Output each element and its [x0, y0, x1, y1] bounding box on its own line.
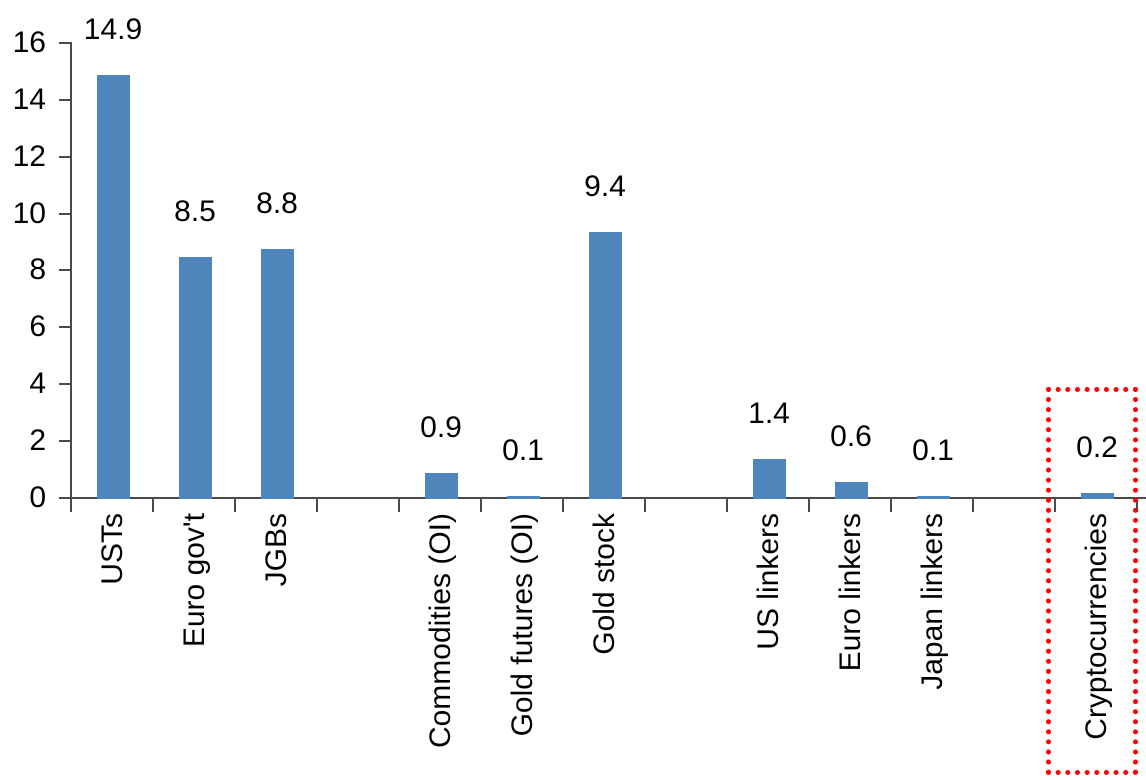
category-label-gold-futures-oi: Gold futures (OI): [506, 513, 539, 737]
category-label-euro-linkers: Euro linkers: [834, 513, 867, 672]
x-tick: [398, 499, 400, 512]
y-tick: [59, 213, 72, 215]
x-tick: [890, 499, 892, 512]
y-axis-line: [70, 42, 72, 512]
x-tick: [644, 499, 646, 512]
bar-gold-futures-oi: [507, 496, 540, 499]
value-label-cryptocurrencies: 0.2: [1076, 431, 1118, 464]
bar-cryptocurrencies: [1081, 493, 1114, 499]
bar-commodities-oi: [425, 473, 458, 499]
y-tick-label: 6: [29, 310, 46, 343]
y-tick-label: 16: [12, 26, 46, 59]
y-tick: [59, 99, 72, 101]
y-tick: [59, 440, 72, 442]
bar-jgbs: [261, 249, 294, 499]
x-tick: [480, 499, 482, 512]
y-tick-label: 4: [29, 367, 46, 400]
category-label-commodities-oi: Commodities (OI): [424, 513, 457, 749]
category-label-jgbs: JGBs: [260, 513, 293, 587]
y-tick-label: 8: [29, 253, 46, 286]
y-tick: [59, 269, 72, 271]
bar-usts: [97, 75, 130, 499]
category-label-japan-linkers: Japan linkers: [916, 513, 949, 690]
x-tick: [1054, 499, 1056, 512]
y-tick-label: 10: [12, 197, 46, 230]
y-tick-label: 0: [29, 481, 46, 514]
y-tick: [59, 156, 72, 158]
value-label-commodities-oi: 0.9: [420, 411, 462, 444]
category-label-euro-gov-t: Euro gov't: [178, 513, 211, 648]
value-label-gold-futures-oi: 0.1: [502, 434, 544, 467]
bar-japan-linkers: [917, 496, 950, 499]
x-tick: [972, 499, 974, 512]
value-label-jgbs: 8.8: [256, 187, 298, 220]
bar-euro-linkers: [835, 482, 868, 499]
value-label-gold-stock: 9.4: [584, 170, 626, 203]
x-tick: [808, 499, 810, 512]
x-tick: [316, 499, 318, 512]
y-tick-label: 14: [12, 83, 46, 116]
value-label-japan-linkers: 0.1: [912, 434, 954, 467]
category-label-us-linkers: US linkers: [752, 513, 785, 650]
y-tick: [59, 326, 72, 328]
x-tick: [562, 499, 564, 512]
y-tick: [59, 383, 72, 385]
bar-us-linkers: [753, 459, 786, 499]
category-label-gold-stock: Gold stock: [588, 513, 621, 655]
x-tick: [234, 499, 236, 512]
value-label-us-linkers: 1.4: [748, 397, 790, 430]
x-tick: [152, 499, 154, 512]
value-label-usts: 14.9: [83, 13, 143, 46]
y-tick-label: 12: [12, 140, 46, 173]
bar-gold-stock: [589, 232, 622, 499]
x-tick: [726, 499, 728, 512]
highlight-box-cryptocurrencies: [1046, 387, 1138, 775]
y-tick-label: 2: [29, 424, 46, 457]
value-label-euro-linkers: 0.6: [830, 420, 872, 453]
y-tick: [59, 42, 72, 44]
category-label-usts: USTs: [96, 513, 129, 585]
y-tick: [59, 497, 72, 499]
x-tick: [70, 499, 72, 512]
value-label-euro-gov-t: 8.5: [174, 195, 216, 228]
bar-euro-gov-t: [179, 257, 212, 499]
